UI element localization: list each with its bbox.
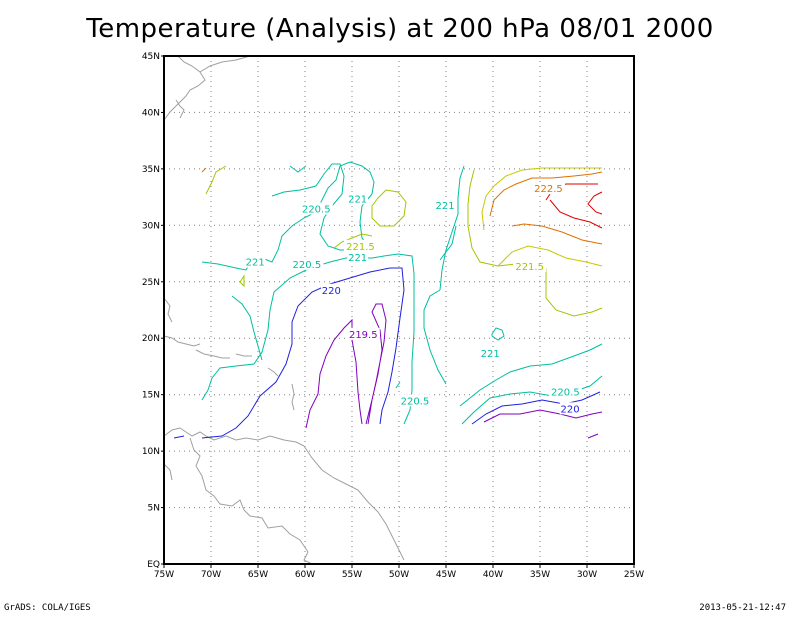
contour-label: 221 (481, 349, 500, 360)
lon-label: 70W (201, 570, 221, 580)
contour-label: 220.5 (293, 260, 322, 271)
isotherm-222-5 (201, 167, 207, 173)
lat-label: EQ (147, 560, 160, 570)
contour-label-bg (531, 182, 565, 195)
isotherm-223 (549, 199, 603, 229)
isotherm-221-5 (333, 233, 373, 249)
lon-label: 55W (342, 570, 362, 580)
lat-label: 10N (142, 447, 160, 457)
lon-label: 25W (624, 570, 644, 580)
isotherm-223 (587, 191, 603, 215)
contour-label-bg (321, 283, 342, 296)
isotherm-222 (497, 245, 603, 267)
lat-label: 30N (142, 221, 160, 231)
lat-label: 15N (142, 391, 160, 401)
lon-label: 75W (154, 570, 174, 580)
isotherm-2225 (511, 223, 603, 245)
lat-label: 45N (142, 52, 160, 62)
contour-label-bg (343, 239, 377, 252)
lon-label: 35W (530, 570, 550, 580)
axis-ticks (161, 55, 635, 568)
contour-label: 220 (322, 286, 341, 297)
isotherm-220-5 (461, 375, 603, 425)
contour-label-bg (347, 192, 368, 205)
isotherm-220-5 (395, 381, 401, 389)
coastline (163, 55, 405, 565)
isotherm-219-5 (365, 303, 387, 425)
isotherm-222 (481, 167, 602, 231)
isotherm-222-5 (489, 171, 603, 217)
temperature-contours (173, 161, 603, 439)
contour-label-bg (398, 394, 432, 407)
isotherm-221 (459, 343, 603, 407)
contour-label: 221 (246, 258, 265, 269)
isotherm-221-5 (239, 274, 245, 288)
contour-label: 220 (561, 404, 580, 415)
lat-label: 40N (142, 108, 160, 118)
isotherm-220 (471, 391, 601, 425)
contour-label-bg (299, 202, 333, 215)
footer-timestamp: 2013-05-21-12:47 (699, 603, 786, 613)
contour-label-bg (346, 327, 380, 340)
isotherm-220-5 (271, 163, 352, 251)
latitude-labels: EQ 5N 10N 15N 20N 25N 30N 35N 40N 45N (142, 52, 160, 570)
isotherm-221 (439, 165, 465, 291)
lon-label: 30W (577, 570, 597, 580)
longitude-labels: 75W 70W 65W 60W 55W 50W 45W 40W 35W 30W 25W (154, 570, 644, 580)
footer-credit: GrADS: COLA/IGES (4, 603, 91, 613)
lon-label: 45W (436, 570, 456, 580)
lon-label: 65W (248, 570, 268, 580)
lon-label: 50W (389, 570, 409, 580)
lat-label: 20N (142, 334, 160, 344)
contour-label-bg (290, 257, 324, 270)
isotherm-221 (231, 295, 263, 361)
contour-label-bg (548, 385, 582, 398)
lat-label: 5N (148, 504, 160, 514)
isotherm-221-5 (205, 165, 227, 195)
contour-label-bg (244, 255, 266, 268)
isotherm-219-5 (587, 433, 599, 439)
contour-label: 221 (436, 201, 455, 212)
contour-label-bg (434, 199, 456, 212)
lon-label: 60W (295, 570, 315, 580)
isotherm-221 (491, 327, 505, 341)
isotherm-220 (173, 435, 185, 439)
lat-label: 25N (142, 278, 160, 288)
contour-label: 222.5 (534, 184, 563, 195)
graticule (164, 56, 634, 564)
contour-label: 221 (348, 194, 367, 205)
contour-label-bg (479, 347, 501, 360)
map-frame (163, 55, 635, 565)
contour-label: 221 (348, 253, 367, 264)
contour-label: 221.5 (515, 262, 544, 273)
contour-label-bg (559, 402, 581, 415)
contour-label: 220.5 (551, 387, 580, 398)
map-title: Temperature (Analysis) at 200 hPa 08/01 … (86, 14, 714, 44)
isotherm-221 (289, 165, 307, 173)
isotherm-221-5 (371, 189, 407, 227)
isotherm-219-5 (305, 318, 363, 429)
isotherm-220 (201, 267, 405, 439)
contour-label: 221.5 (346, 242, 375, 253)
contour-label: 220.5 (302, 205, 331, 216)
lon-label: 40W (483, 570, 503, 580)
contour-label: 219.5 (349, 330, 378, 341)
contour-label-bg (347, 251, 368, 264)
isotherm-220-5 (201, 253, 415, 425)
isotherm-221 (439, 225, 457, 261)
isotherm-219-5 (483, 409, 603, 423)
contour-label-bg (513, 260, 547, 273)
isotherm-221 (423, 289, 447, 385)
contour-label: 220.5 (401, 396, 430, 407)
lat-label: 35N (142, 165, 160, 175)
